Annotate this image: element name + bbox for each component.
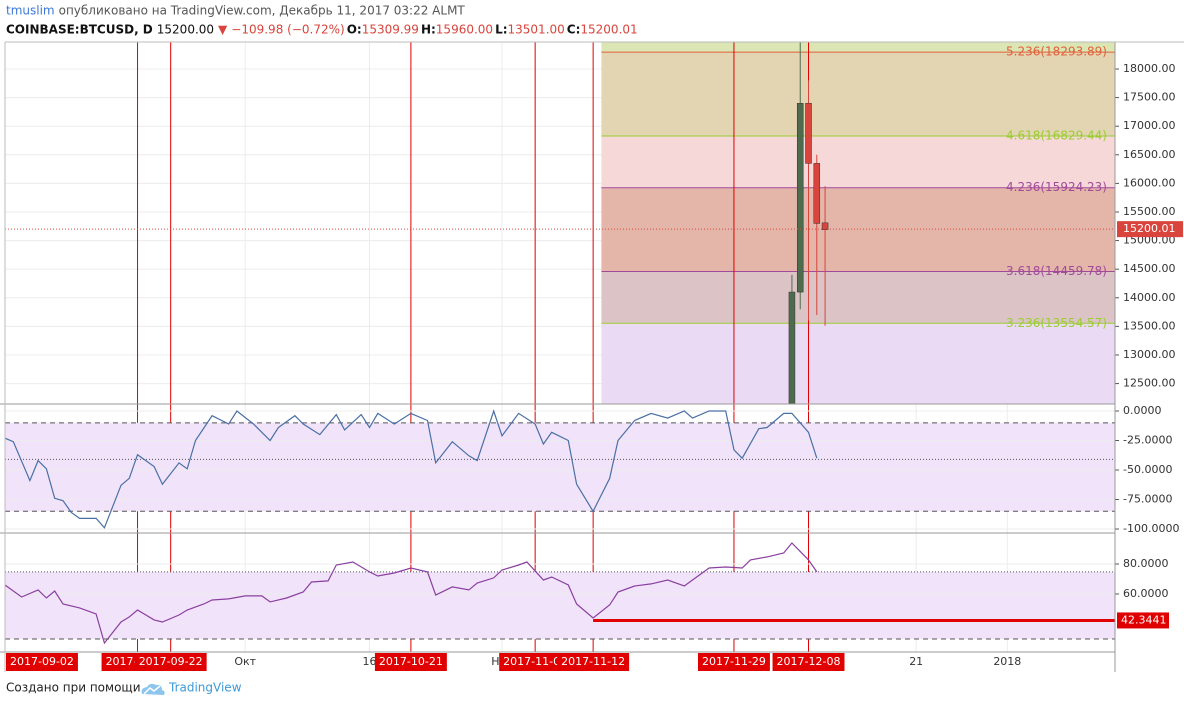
fib-zone (601, 323, 1115, 404)
header-h-label: H: (421, 23, 436, 37)
logo (141, 683, 165, 695)
last-price-tag (1117, 221, 1183, 238)
annotation-label: 2017-12-08 (777, 655, 841, 668)
header-change: −109.98 (−0.72%) (231, 23, 344, 37)
level-band (5, 422, 1115, 512)
annotation-label: 2017-11-12 (561, 655, 625, 668)
x-tick-label: 2018 (993, 655, 1021, 668)
header-o-label: O: (347, 23, 362, 37)
y-tick-label: 0.0000 (1123, 404, 1162, 417)
annotation-label: 2017-09-02 (10, 655, 74, 668)
header-c-label: C: (567, 23, 581, 37)
y-tick-label: -75.0000 (1123, 492, 1172, 505)
y-tick-label: -50.0000 (1123, 463, 1172, 476)
annotation-tag (6, 653, 78, 671)
y-tick-label: 14500.00 (1123, 262, 1176, 275)
y-tick-label: -25.0000 (1123, 434, 1172, 447)
marker-label: 42.3441 (1121, 613, 1167, 626)
annotation-tag (499, 653, 572, 671)
candle-body (805, 103, 812, 164)
fib-zone (601, 42, 1115, 53)
series-line (4, 409, 818, 529)
fib-label: 4.236(15924.23) (1006, 180, 1107, 194)
annotation-tag (557, 653, 630, 671)
fib-label: 4.618(16829.44) (1006, 128, 1107, 142)
y-tick-label: 13000.00 (1123, 348, 1176, 361)
annotation-tag (134, 653, 207, 671)
last-price-label: 15200.01 (1123, 222, 1176, 235)
y-tick-label: 80.0000 (1123, 557, 1169, 570)
level-band (5, 571, 1115, 639)
header-arrow: ▼ (218, 23, 228, 37)
fib-zone (601, 271, 1115, 324)
y-tick-label: 16000.00 (1123, 176, 1176, 189)
footer-brand: TradingView (168, 681, 242, 695)
fib-zone (601, 135, 1115, 188)
candle-body (796, 103, 804, 293)
y-tick-label: 60.0000 (1123, 587, 1169, 600)
candle-body (813, 163, 821, 224)
x-tick-label: 16 (362, 655, 376, 668)
y-tick-label: 15500.00 (1123, 205, 1176, 218)
series-line (4, 542, 818, 645)
candle-body (821, 222, 829, 230)
annotation-tag (697, 653, 770, 671)
header-l-label: L: (495, 23, 507, 37)
annotation-label: 2017-09-22 (139, 655, 203, 668)
y-tick-label: 14000.00 (1123, 291, 1176, 304)
footer-made-with: Создано при помощи (6, 681, 141, 695)
annotation-tag (772, 653, 845, 671)
y-tick-label: 18000.00 (1123, 62, 1176, 75)
y-tick-label: -100.0000 (1123, 522, 1179, 535)
x-tick-label: Окт (234, 655, 256, 668)
header-close: 15200.01 (580, 23, 637, 37)
header-open: 15309.99 (362, 23, 419, 37)
header-published: опубликовано на TradingView.com, Декабрь… (59, 4, 466, 18)
fib-zone (601, 52, 1115, 136)
annotation-label: 2017-11-29 (702, 655, 766, 668)
fib-zone (601, 187, 1115, 272)
annotation-label: 2017-11-05 (503, 655, 567, 668)
candle-body (788, 291, 796, 405)
header-high: 15960.00 (436, 23, 493, 37)
y-tick-label: 17000.00 (1123, 119, 1176, 132)
y-tick-label: 16500.00 (1123, 148, 1176, 161)
y-tick-label: 12500.00 (1123, 377, 1176, 390)
marker-tag (1117, 612, 1169, 629)
header-low: 13501.00 (508, 23, 565, 37)
annotation-tag (374, 653, 447, 671)
x-tick-label: 21 (909, 655, 923, 668)
header-user: tmuslim (6, 4, 55, 18)
fib-label: 3.236(13554.57) (1006, 316, 1107, 330)
header-symbol: COINBASE:BTCUSD, D (6, 23, 153, 37)
fib-label: 3.618(14459.78) (1006, 264, 1107, 278)
annotation-label: 2017-10-21 (379, 655, 443, 668)
fib-label: 5.236(18293.89) (1006, 45, 1107, 59)
y-tick-label: 13500.00 (1123, 319, 1176, 332)
y-tick-label: 17500.00 (1123, 91, 1176, 104)
header-price: 15200.00 (157, 23, 214, 37)
